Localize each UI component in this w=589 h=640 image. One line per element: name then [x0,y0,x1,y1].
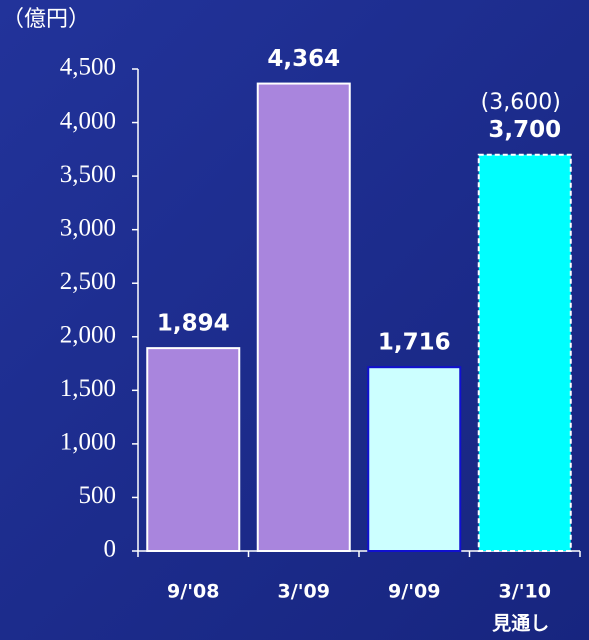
x-tick-label: 3/'09 [278,581,330,603]
y-tick-label: 4,500 [60,54,116,81]
y-tick-label: 500 [79,482,117,509]
data-label: 1,894 [157,311,230,337]
y-tick-label: 1,500 [60,375,116,402]
chart-title: （億円） [2,7,90,32]
x-tick-label: 3/'10 [499,581,551,603]
bar [256,82,351,552]
y-tick-label: 3,500 [60,161,116,188]
data-label: 4,364 [267,46,340,72]
bar [146,347,241,552]
y-tick-label: 4,000 [60,107,116,134]
y-tick-label: 1,000 [60,429,116,456]
annotation: 見通し [492,613,549,635]
annotation: (3,600) [481,90,561,115]
x-tick-label: 9/'09 [388,581,440,603]
x-tick-label: 9/'08 [167,581,219,603]
bar [367,366,462,552]
y-tick-label: 3,000 [60,214,116,241]
bar [477,153,572,552]
data-label: 1,716 [378,330,451,356]
y-tick-label: 2,500 [60,268,116,295]
data-label: 3,700 [488,117,561,143]
y-tick-label: 2,000 [60,322,116,349]
y-tick-label: 0 [104,536,117,563]
